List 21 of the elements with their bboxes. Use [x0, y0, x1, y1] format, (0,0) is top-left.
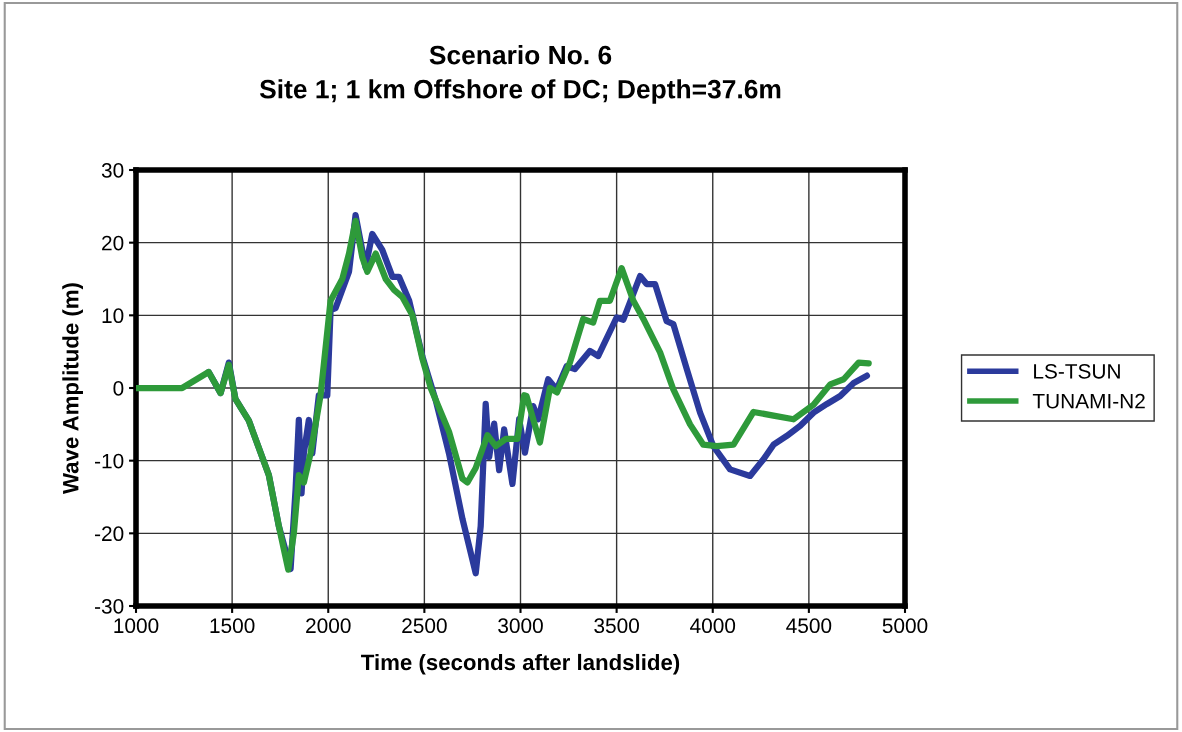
x-tick-label: 4000	[690, 618, 736, 634]
x-tick-label: 1500	[210, 618, 255, 634]
y-tick-label: 20	[102, 235, 124, 251]
y-tick-label: -10	[95, 453, 124, 469]
legend-label: LS-TSUN	[1034, 363, 1120, 379]
x-tick-label: 3000	[498, 618, 543, 634]
y-tick-label: -20	[95, 526, 124, 542]
x-tick-label: 5000	[882, 618, 928, 634]
chart-title: Scenario No. 6 Site 1; 1 km Offshore of DC; Depth=37.6m	[259, 45, 781, 104]
x-tick-label: 1000	[114, 618, 159, 634]
legend-label: TUNAMI-N2	[1032, 393, 1145, 409]
y-tick-label: 30	[101, 163, 124, 178]
y-tick-label: 10	[102, 308, 124, 324]
x-tick-label: 3500	[594, 618, 639, 634]
y-tick-label: -30	[95, 599, 124, 614]
x-tick-label: 2000	[306, 618, 351, 634]
x-tick-label: 2500	[402, 618, 447, 634]
x-axis-title: Time (seconds after landslide)	[361, 653, 680, 675]
y-tick-label: 0	[113, 381, 124, 396]
x-tick-label: 4500	[786, 618, 832, 634]
y-axis-title: Wave Amplitude (m)	[62, 283, 83, 494]
